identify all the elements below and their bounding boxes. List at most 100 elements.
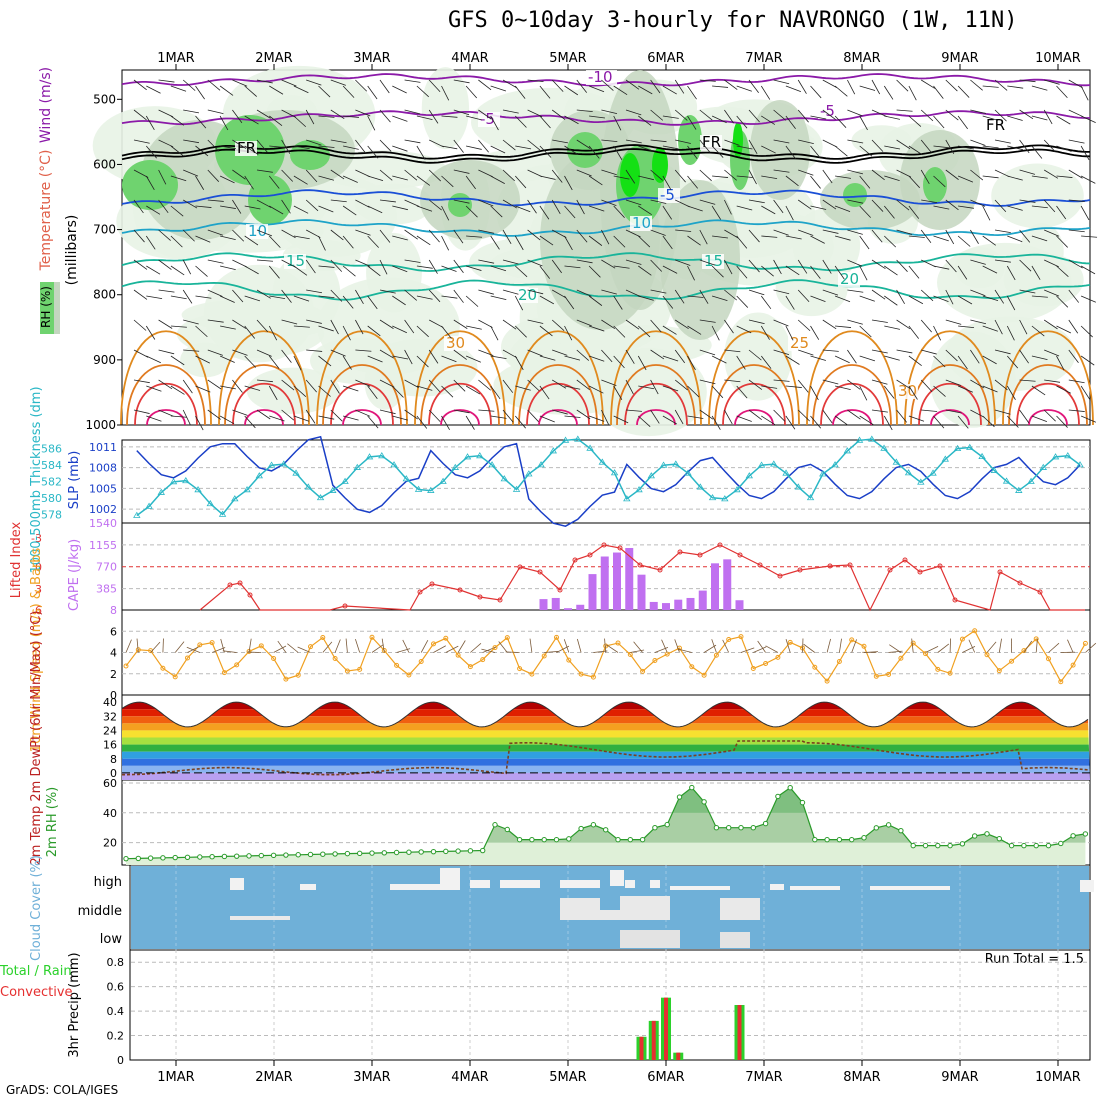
wind-barb: [785, 85, 802, 93]
wind-barb: [871, 379, 888, 385]
wind-barb: [232, 229, 245, 242]
wind-barb: [441, 175, 454, 188]
wind-barb-10m: [1048, 642, 1060, 653]
wind-barb: [428, 409, 441, 422]
lifted-index-marker: [572, 557, 578, 563]
temp-contour-40: [832, 409, 872, 426]
wind-barb: [724, 79, 738, 90]
wind-speed-marker: [283, 676, 289, 682]
wind-speed-marker: [910, 640, 916, 646]
wind-barb: [871, 199, 884, 212]
wind-barb: [933, 85, 944, 99]
wind-barb: [232, 259, 247, 268]
rh-shade-green: [290, 140, 330, 170]
wind-barb: [478, 289, 494, 295]
wind-barb: [945, 139, 955, 155]
thickness-marker: [488, 461, 496, 468]
wind-barb: [1068, 229, 1085, 233]
wind-barb: [256, 379, 273, 383]
wind-barb: [588, 205, 605, 212]
lifted-index-marker: [342, 603, 348, 609]
wind-barb: [465, 265, 482, 271]
wind-barb: [662, 265, 678, 274]
wind-barb: [367, 355, 383, 363]
contour-label-bg: [984, 118, 1006, 133]
wind-barb: [527, 199, 537, 214]
cloud-middle: [600, 910, 620, 920]
wind-barb: [859, 295, 875, 302]
wind-barb: [1056, 325, 1072, 334]
thickness-marker: [635, 486, 643, 493]
rh-shade-light: [180, 342, 231, 378]
wind-barb: [699, 319, 716, 323]
wind-barb: [921, 259, 936, 268]
wind-barb: [244, 85, 257, 97]
wind-barb: [379, 109, 391, 123]
wind-barb-10m: [355, 639, 361, 653]
wind-speed-marker: [935, 666, 941, 672]
contour-label: 10: [248, 222, 267, 240]
wind-barb: [195, 115, 207, 129]
wind-barb: [478, 79, 492, 91]
precip-tick: 0.8: [107, 956, 125, 969]
wind-barb: [810, 205, 827, 210]
contour-label: 25: [790, 334, 809, 352]
wind-barb: [392, 295, 406, 306]
thickness-tick: 586: [41, 442, 62, 455]
wind-barb: [957, 265, 968, 280]
wind-barb: [601, 289, 617, 295]
wind-barb: [712, 235, 729, 239]
thickness-marker: [549, 447, 558, 454]
wind-barb: [1006, 385, 1016, 400]
rh2m-marker: [283, 852, 289, 858]
wind-barb: [1031, 265, 1041, 280]
wind-barb: [945, 319, 962, 325]
wind-barb: [515, 265, 528, 278]
wind-barb-10m: [433, 645, 446, 653]
temp-contour-10: [121, 219, 1091, 237]
wind-barb: [195, 265, 208, 277]
lifted-index-marker: [827, 563, 833, 569]
wind-barb: [957, 355, 968, 370]
wind-barb: [970, 229, 979, 244]
wind-barb: [170, 205, 184, 217]
wind-barb: [539, 295, 555, 305]
wind-barb: [416, 205, 433, 212]
temp-contour-35: [918, 382, 982, 426]
thickness-marker: [512, 485, 521, 492]
cape-bar: [686, 597, 695, 610]
temp-contour-40: [636, 409, 676, 426]
wind-speed-marker: [443, 635, 449, 641]
wind-speed-marker: [492, 645, 498, 651]
wind-barb: [269, 205, 284, 215]
wind-barb: [908, 325, 919, 339]
wind-barb: [994, 409, 1011, 415]
wind-barb: [207, 319, 224, 323]
wind-barb: [674, 349, 686, 364]
rh2m-marker: [492, 822, 498, 828]
thickness-marker: [855, 436, 864, 443]
wind-barb: [256, 229, 273, 237]
cloud-level-label-middle: middle: [78, 904, 122, 919]
rh2m-marker: [639, 836, 646, 843]
wind-barb: [576, 379, 590, 390]
wind-barb: [170, 265, 185, 276]
wind-barb: [170, 355, 185, 366]
date-label-top: 6MAR: [647, 51, 684, 66]
wind-barb: [404, 139, 421, 144]
wind-barb: [748, 109, 760, 123]
wind-barb: [183, 349, 200, 352]
wind-barb: [1044, 379, 1061, 383]
wind-speed-marker: [738, 634, 744, 640]
wind-barb: [896, 319, 911, 330]
wind-barb: [970, 199, 986, 207]
cape-tick: 8: [110, 604, 117, 617]
rh2m-marker: [578, 825, 584, 832]
wind-barb: [834, 85, 848, 97]
contour-label-bg: [818, 104, 840, 119]
wind-barb: [244, 235, 259, 246]
rh2m-marker: [246, 853, 252, 859]
temp-tick: 0: [110, 767, 117, 780]
wind-barb: [1081, 235, 1098, 238]
rh2m-marker: [467, 848, 474, 854]
